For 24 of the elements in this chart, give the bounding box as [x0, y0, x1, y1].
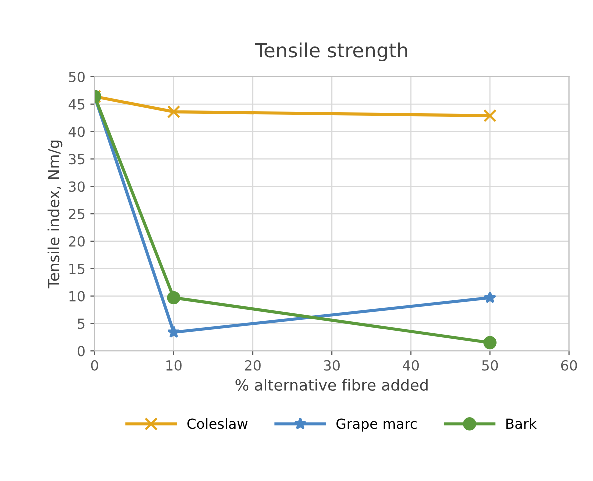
- y-tick-label: 25: [69, 209, 85, 220]
- y-tick-label: 10: [70, 291, 85, 302]
- x-tick-label: 10: [166, 360, 182, 371]
- y-tick-label: 0: [78, 346, 85, 357]
- y-tick-label: 50: [69, 72, 85, 82]
- y-tick-label: 15: [70, 264, 85, 274]
- legend-label: Coleslaw: [188, 418, 248, 430]
- y-tick-label: 45: [68, 100, 85, 110]
- x-tick-label: 20: [245, 360, 261, 371]
- x-tick-label: 50: [482, 360, 498, 371]
- legend-label: Grape marc: [336, 418, 417, 432]
- x-tick-label: 60: [561, 360, 578, 371]
- x-tick-label: 0: [91, 360, 98, 371]
- y-tick-label: 20: [69, 236, 85, 247]
- y-axis-title: Tensile index, Nm/g: [48, 140, 63, 289]
- y-tick-label: 40: [68, 126, 85, 138]
- y-tick-label: 30: [69, 182, 85, 192]
- x-axis-title: % alternative fibre added: [236, 379, 428, 391]
- legend-label: Bark: [506, 418, 537, 430]
- x-tick-label: 30: [324, 360, 340, 371]
- chart-title: Tensile strength: [255, 42, 408, 62]
- x-tick-label: 40: [402, 360, 420, 371]
- y-tick-label: 35: [69, 154, 85, 165]
- y-tick-label: 5: [78, 318, 85, 330]
